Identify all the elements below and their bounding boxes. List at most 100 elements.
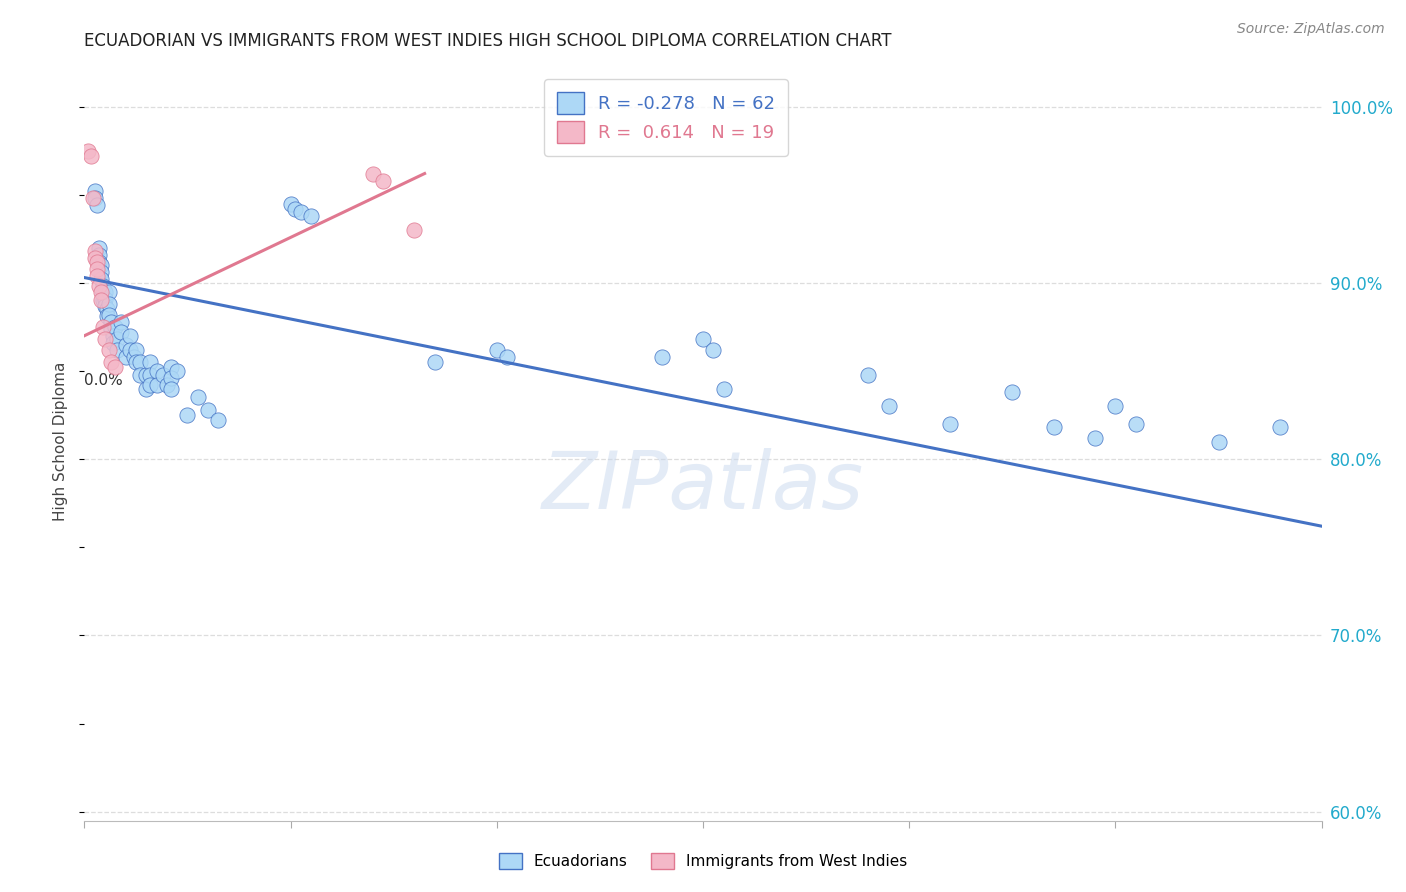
Point bbox=[373, 173, 395, 187]
Point bbox=[145, 364, 167, 378]
Point bbox=[94, 292, 117, 306]
Point bbox=[105, 343, 128, 357]
Point bbox=[280, 196, 302, 211]
Point bbox=[290, 205, 312, 219]
Point bbox=[83, 244, 105, 259]
Point bbox=[114, 350, 136, 364]
Point bbox=[702, 343, 724, 357]
Point bbox=[110, 315, 132, 329]
Point bbox=[82, 191, 104, 205]
Legend: R = -0.278   N = 62, R =  0.614   N = 19: R = -0.278 N = 62, R = 0.614 N = 19 bbox=[544, 79, 787, 155]
Point bbox=[105, 332, 128, 346]
Point bbox=[129, 355, 152, 369]
Point bbox=[1125, 417, 1147, 431]
Text: 0.0%: 0.0% bbox=[84, 373, 124, 388]
Point bbox=[284, 202, 307, 216]
Point bbox=[207, 413, 229, 427]
Point bbox=[139, 368, 162, 382]
Text: ZIPatlas: ZIPatlas bbox=[541, 448, 865, 526]
Point bbox=[90, 272, 112, 286]
Point bbox=[160, 360, 183, 375]
Point bbox=[156, 378, 179, 392]
Point bbox=[299, 209, 322, 223]
Point bbox=[135, 368, 157, 382]
Text: ECUADORIAN VS IMMIGRANTS FROM WEST INDIES HIGH SCHOOL DIPLOMA CORRELATION CHART: ECUADORIAN VS IMMIGRANTS FROM WEST INDIE… bbox=[84, 32, 891, 50]
Point bbox=[83, 191, 105, 205]
Point bbox=[87, 254, 110, 268]
Point bbox=[145, 378, 167, 392]
Point bbox=[877, 399, 900, 413]
Point bbox=[87, 241, 110, 255]
Point bbox=[96, 302, 118, 317]
Point bbox=[187, 391, 209, 405]
Point bbox=[100, 321, 122, 335]
Point bbox=[135, 382, 157, 396]
Point bbox=[90, 285, 112, 299]
Point bbox=[160, 382, 183, 396]
Point bbox=[125, 355, 148, 369]
Point bbox=[125, 343, 148, 357]
Point bbox=[94, 299, 117, 313]
Point bbox=[166, 364, 188, 378]
Point bbox=[160, 371, 183, 385]
Point bbox=[103, 335, 125, 350]
Point bbox=[96, 310, 118, 324]
Point bbox=[139, 378, 162, 392]
Point bbox=[361, 167, 384, 181]
Point bbox=[713, 382, 735, 396]
Point bbox=[110, 325, 132, 339]
Point bbox=[152, 368, 174, 382]
Point bbox=[98, 285, 121, 299]
Point bbox=[1270, 420, 1292, 434]
Point bbox=[83, 184, 105, 198]
Point bbox=[496, 350, 519, 364]
Point bbox=[91, 279, 114, 293]
Point bbox=[91, 293, 114, 308]
Point bbox=[100, 355, 122, 369]
Point bbox=[692, 332, 714, 346]
Point bbox=[104, 360, 127, 375]
Point bbox=[90, 293, 112, 308]
Text: Source: ZipAtlas.com: Source: ZipAtlas.com bbox=[1237, 22, 1385, 37]
Point bbox=[1104, 399, 1126, 413]
Point bbox=[98, 297, 121, 311]
Point bbox=[91, 320, 114, 334]
Point bbox=[103, 328, 125, 343]
Point bbox=[1084, 431, 1107, 445]
Point bbox=[104, 320, 127, 334]
Point bbox=[1001, 385, 1024, 400]
Point bbox=[94, 332, 117, 346]
Point bbox=[118, 328, 141, 343]
Point bbox=[176, 408, 198, 422]
Point bbox=[90, 258, 112, 272]
Point bbox=[1042, 420, 1064, 434]
Point bbox=[118, 343, 141, 357]
Point bbox=[86, 268, 108, 283]
Point bbox=[129, 368, 152, 382]
Point bbox=[87, 247, 110, 261]
Point bbox=[423, 355, 446, 369]
Point bbox=[404, 223, 426, 237]
Point bbox=[122, 350, 145, 364]
Point bbox=[1208, 434, 1230, 449]
Point bbox=[77, 144, 100, 158]
Point bbox=[86, 198, 108, 212]
Point bbox=[86, 261, 108, 276]
Point bbox=[98, 343, 121, 357]
Point bbox=[100, 315, 122, 329]
Point bbox=[98, 308, 121, 322]
Point bbox=[90, 265, 112, 279]
Point bbox=[79, 149, 101, 163]
Point bbox=[139, 355, 162, 369]
Point bbox=[856, 368, 879, 382]
Point bbox=[114, 337, 136, 351]
Point bbox=[485, 343, 508, 357]
Point bbox=[86, 254, 108, 268]
Point bbox=[197, 402, 219, 417]
Point bbox=[83, 251, 105, 265]
Point bbox=[94, 285, 117, 299]
Point bbox=[87, 279, 110, 293]
Point bbox=[651, 350, 673, 364]
Legend: Ecuadorians, Immigrants from West Indies: Ecuadorians, Immigrants from West Indies bbox=[492, 847, 914, 875]
Y-axis label: High School Diploma: High School Diploma bbox=[53, 362, 69, 521]
